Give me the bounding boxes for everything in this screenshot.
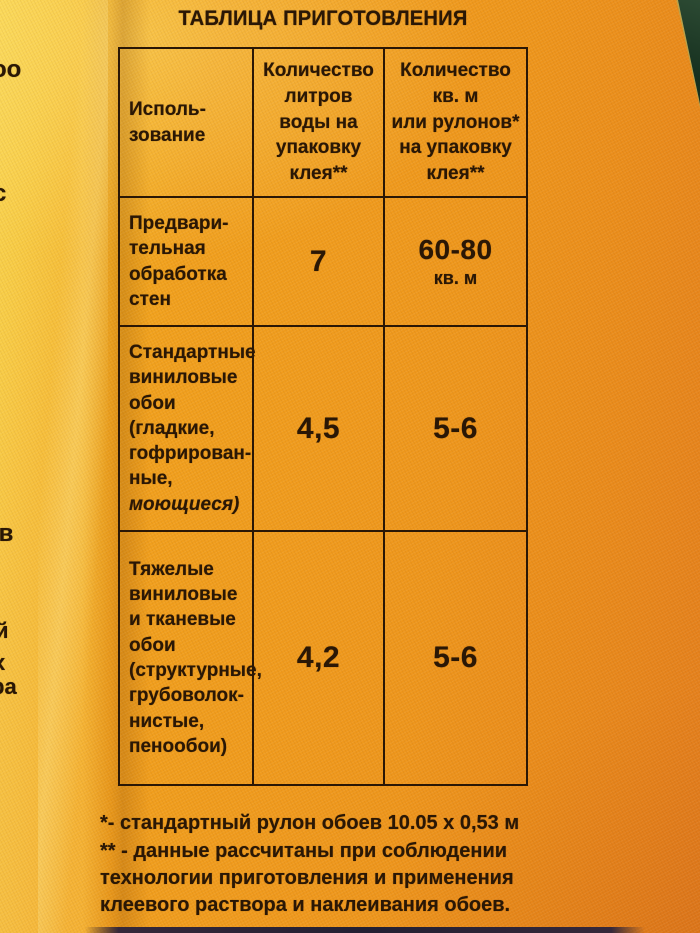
row-heavy-vinyl-usage: Тяжелые виниловые и тканевые обои (струк… — [120, 532, 262, 784]
edge-text-fragment: оо — [0, 56, 22, 83]
bottom-edge-bar — [85, 927, 645, 933]
edge-text-fragment: с — [0, 180, 6, 208]
package-crease-highlight — [38, 0, 108, 933]
row-standard-vinyl-water: 4,5 — [254, 327, 385, 532]
edge-text-fragment: ра — [0, 674, 17, 699]
row-pretreatment-usage: Предвари- тельная обработка стен — [120, 198, 254, 327]
area-range: 60-80 — [418, 234, 493, 265]
usage-text: Стандартные виниловые обои (гладкие, гоф… — [129, 342, 256, 490]
usage-text-italic: моющиеся) — [129, 493, 240, 515]
preparation-table: Исполь- зование Количество литров воды н… — [118, 47, 528, 786]
edge-text-fragment: х — [0, 650, 5, 676]
header-area-rolls: Количество кв. м или рулонов* на упаковк… — [385, 49, 526, 198]
edge-text-fragment: й — [0, 618, 9, 643]
row-heavy-vinyl-area: 5-6 — [433, 641, 478, 674]
footnote-conditions: ** - данные рассчитаны при соблюдении те… — [100, 840, 514, 916]
row-pretreatment-area: 60-80 кв. м — [385, 198, 526, 327]
edge-text-fragment: ов — [0, 520, 14, 547]
row-pretreatment-water: 7 — [254, 198, 385, 327]
row-standard-vinyl-usage: Стандартные виниловые обои (гладкие, гоф… — [120, 327, 256, 532]
header-water-litres: Количество литров воды на упаковку клея*… — [254, 49, 385, 198]
area-unit: кв. м — [433, 268, 478, 288]
footnotes: *- стандартный рулон обоев 10.05 х 0,53 … — [100, 810, 580, 920]
row-standard-vinyl-area: 5-6 — [385, 327, 526, 532]
footnote-roll-size: *- стандартный рулон обоев 10.05 х 0,53 … — [100, 812, 520, 834]
header-usage: Исполь- зование — [120, 49, 254, 198]
row-heavy-vinyl-water: 4,2 — [254, 532, 385, 784]
table-title: ТАБЛИЦА ПРИГОТОВЛЕНИЯ — [178, 7, 468, 30]
